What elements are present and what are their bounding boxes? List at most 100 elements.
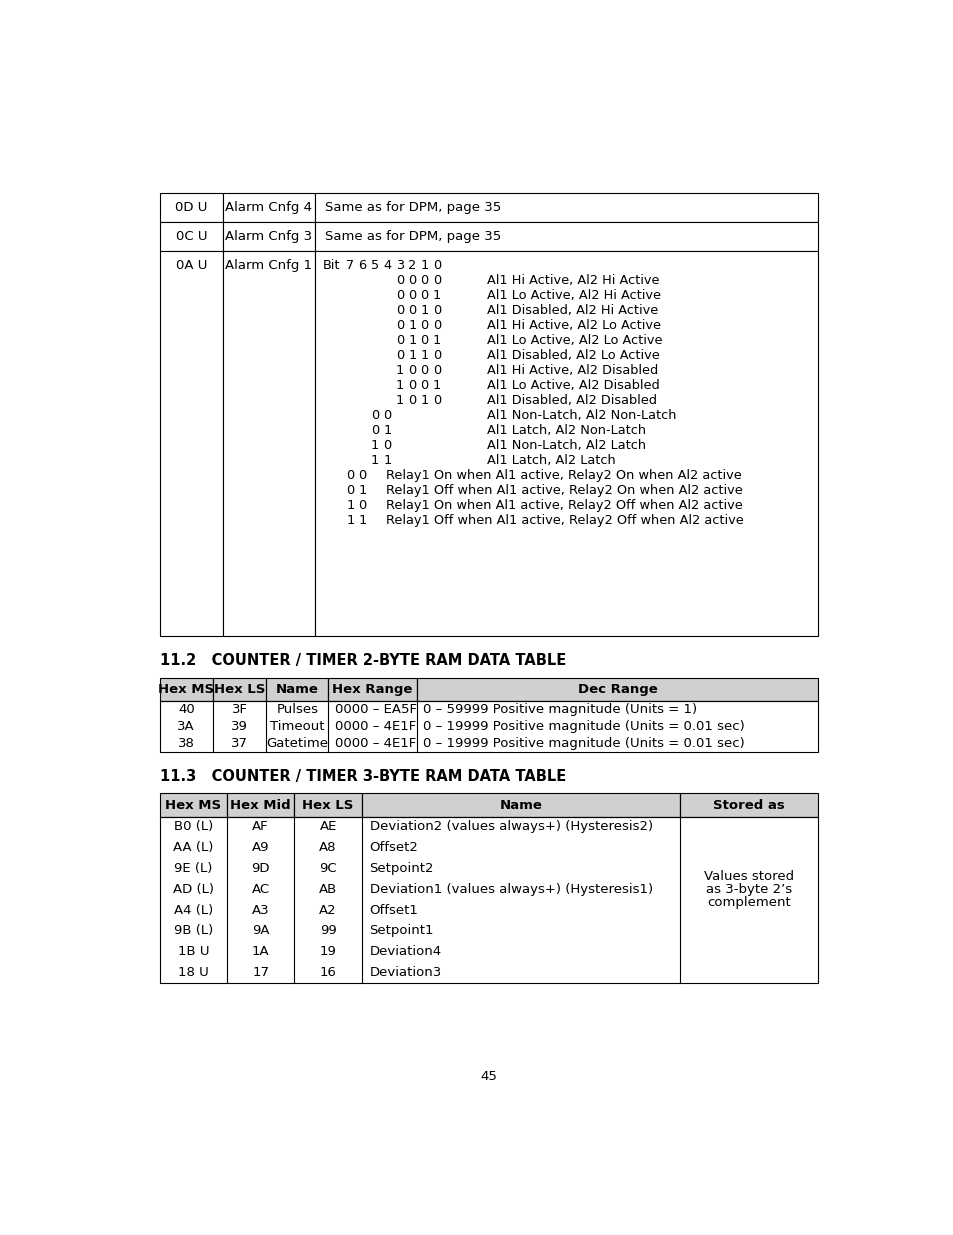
Text: Values stored: Values stored bbox=[703, 869, 794, 883]
Text: 0: 0 bbox=[408, 289, 416, 303]
Text: 0: 0 bbox=[433, 274, 440, 287]
Text: Offset1: Offset1 bbox=[369, 904, 418, 916]
Text: Al1 Hi Active, Al2 Hi Active: Al1 Hi Active, Al2 Hi Active bbox=[487, 274, 659, 287]
Text: Al1 Disabled, Al2 Lo Active: Al1 Disabled, Al2 Lo Active bbox=[487, 350, 659, 362]
Text: 9D: 9D bbox=[252, 862, 270, 876]
Text: 1: 1 bbox=[408, 350, 416, 362]
Text: Relay1 Off when Al1 active, Relay2 Off when Al2 active: Relay1 Off when Al1 active, Relay2 Off w… bbox=[385, 514, 742, 527]
Text: 9B (L): 9B (L) bbox=[173, 925, 213, 937]
Text: 1: 1 bbox=[358, 484, 366, 498]
Text: 1: 1 bbox=[408, 319, 416, 332]
Text: 1: 1 bbox=[420, 394, 428, 408]
Text: Stored as: Stored as bbox=[713, 799, 784, 811]
Text: 6: 6 bbox=[358, 259, 366, 272]
Text: 1: 1 bbox=[408, 335, 416, 347]
Text: 0 – 19999 Positive magnitude (Units = 0.01 sec): 0 – 19999 Positive magnitude (Units = 0.… bbox=[422, 737, 744, 750]
Bar bbox=[159, 222, 223, 252]
Text: 0: 0 bbox=[395, 289, 403, 303]
Text: Relay1 On when Al1 active, Relay2 Off when Al2 active: Relay1 On when Al1 active, Relay2 Off wh… bbox=[385, 499, 741, 513]
Text: 7: 7 bbox=[346, 259, 354, 272]
Bar bbox=[159, 193, 223, 222]
Text: Gatetime: Gatetime bbox=[266, 737, 328, 750]
Bar bbox=[314, 252, 818, 636]
Text: 0: 0 bbox=[408, 364, 416, 377]
Text: 1: 1 bbox=[420, 259, 428, 272]
Text: Offset2: Offset2 bbox=[369, 841, 418, 855]
Text: 38: 38 bbox=[177, 737, 194, 750]
Text: 1A: 1A bbox=[252, 945, 269, 958]
Text: 0: 0 bbox=[371, 425, 378, 437]
Text: A2: A2 bbox=[319, 904, 336, 916]
Bar bbox=[294, 793, 361, 816]
Text: 0C U: 0C U bbox=[175, 230, 207, 243]
Text: 37: 37 bbox=[231, 737, 248, 750]
Text: 0: 0 bbox=[420, 335, 428, 347]
Text: 0 – 19999 Positive magnitude (Units = 0.01 sec): 0 – 19999 Positive magnitude (Units = 0.… bbox=[422, 720, 744, 732]
Text: 0: 0 bbox=[408, 394, 416, 408]
Text: 9A: 9A bbox=[252, 925, 269, 937]
Bar bbox=[227, 793, 294, 816]
Text: 1: 1 bbox=[433, 335, 440, 347]
Text: Dec Range: Dec Range bbox=[578, 683, 657, 697]
Text: 17: 17 bbox=[252, 966, 269, 979]
Text: 0: 0 bbox=[420, 319, 428, 332]
Text: 4: 4 bbox=[383, 259, 391, 272]
Bar bbox=[314, 222, 818, 252]
Text: A8: A8 bbox=[319, 841, 336, 855]
Text: 3F: 3F bbox=[232, 703, 248, 716]
Text: 1: 1 bbox=[420, 350, 428, 362]
Text: Setpoint1: Setpoint1 bbox=[369, 925, 434, 937]
Text: 0: 0 bbox=[346, 484, 354, 498]
Bar bbox=[159, 252, 223, 636]
Text: as 3-byte 2’s: as 3-byte 2’s bbox=[705, 883, 792, 895]
Text: Alarm Cnfg 3: Alarm Cnfg 3 bbox=[225, 230, 312, 243]
Text: B0 (L): B0 (L) bbox=[173, 820, 213, 834]
Text: 0: 0 bbox=[420, 274, 428, 287]
Text: Setpoint2: Setpoint2 bbox=[369, 862, 434, 876]
Text: 0: 0 bbox=[408, 379, 416, 393]
Text: Relay1 On when Al1 active, Relay2 On when Al2 active: Relay1 On when Al1 active, Relay2 On whe… bbox=[385, 469, 740, 483]
Text: 0: 0 bbox=[433, 259, 440, 272]
Text: 0: 0 bbox=[371, 409, 378, 422]
Text: Hex LS: Hex LS bbox=[213, 683, 265, 697]
Bar bbox=[266, 678, 328, 701]
Text: Deviation2 (values always+) (Hysteresis2): Deviation2 (values always+) (Hysteresis2… bbox=[369, 820, 652, 834]
Text: AE: AE bbox=[319, 820, 336, 834]
Text: 0: 0 bbox=[383, 409, 391, 422]
Text: 0000 – 4E1F: 0000 – 4E1F bbox=[335, 737, 416, 750]
Text: Hex MS: Hex MS bbox=[165, 799, 221, 811]
Text: 16: 16 bbox=[319, 966, 336, 979]
Text: 11.2   COUNTER / TIMER 2-BYTE RAM DATA TABLE: 11.2 COUNTER / TIMER 2-BYTE RAM DATA TAB… bbox=[159, 653, 565, 668]
Text: 1: 1 bbox=[433, 379, 440, 393]
Text: Same as for DPM, page 35: Same as for DPM, page 35 bbox=[325, 230, 501, 243]
Text: Hex MS: Hex MS bbox=[158, 683, 214, 697]
Text: 1: 1 bbox=[358, 514, 366, 527]
Text: 0: 0 bbox=[395, 274, 403, 287]
Text: 0: 0 bbox=[420, 379, 428, 393]
Text: Bit: Bit bbox=[322, 259, 339, 272]
Bar bbox=[223, 252, 314, 636]
Text: 0: 0 bbox=[395, 319, 403, 332]
Text: Name: Name bbox=[275, 683, 318, 697]
Text: 0000 – 4E1F: 0000 – 4E1F bbox=[335, 720, 416, 732]
Text: Deviation1 (values always+) (Hysteresis1): Deviation1 (values always+) (Hysteresis1… bbox=[369, 883, 652, 895]
Text: 0: 0 bbox=[433, 394, 440, 408]
Text: 0: 0 bbox=[408, 304, 416, 317]
Text: 0: 0 bbox=[358, 469, 366, 483]
Text: Pulses: Pulses bbox=[276, 703, 318, 716]
Text: Al1 Lo Active, Al2 Disabled: Al1 Lo Active, Al2 Disabled bbox=[487, 379, 659, 393]
Text: 1: 1 bbox=[371, 454, 378, 467]
Text: 11.3   COUNTER / TIMER 3-BYTE RAM DATA TABLE: 11.3 COUNTER / TIMER 3-BYTE RAM DATA TAB… bbox=[159, 769, 565, 784]
Text: 0A U: 0A U bbox=[175, 259, 207, 272]
Text: 0: 0 bbox=[420, 364, 428, 377]
Text: 0000 – EA5F: 0000 – EA5F bbox=[335, 703, 416, 716]
Text: 1B U: 1B U bbox=[177, 945, 209, 958]
Text: AD (L): AD (L) bbox=[172, 883, 213, 895]
Text: 1: 1 bbox=[383, 454, 391, 467]
Text: 0: 0 bbox=[395, 335, 403, 347]
Bar bbox=[314, 193, 818, 222]
Bar bbox=[223, 222, 314, 252]
Bar bbox=[361, 793, 679, 816]
Text: 1: 1 bbox=[346, 514, 354, 527]
Text: Al1 Disabled, Al2 Disabled: Al1 Disabled, Al2 Disabled bbox=[487, 394, 657, 408]
